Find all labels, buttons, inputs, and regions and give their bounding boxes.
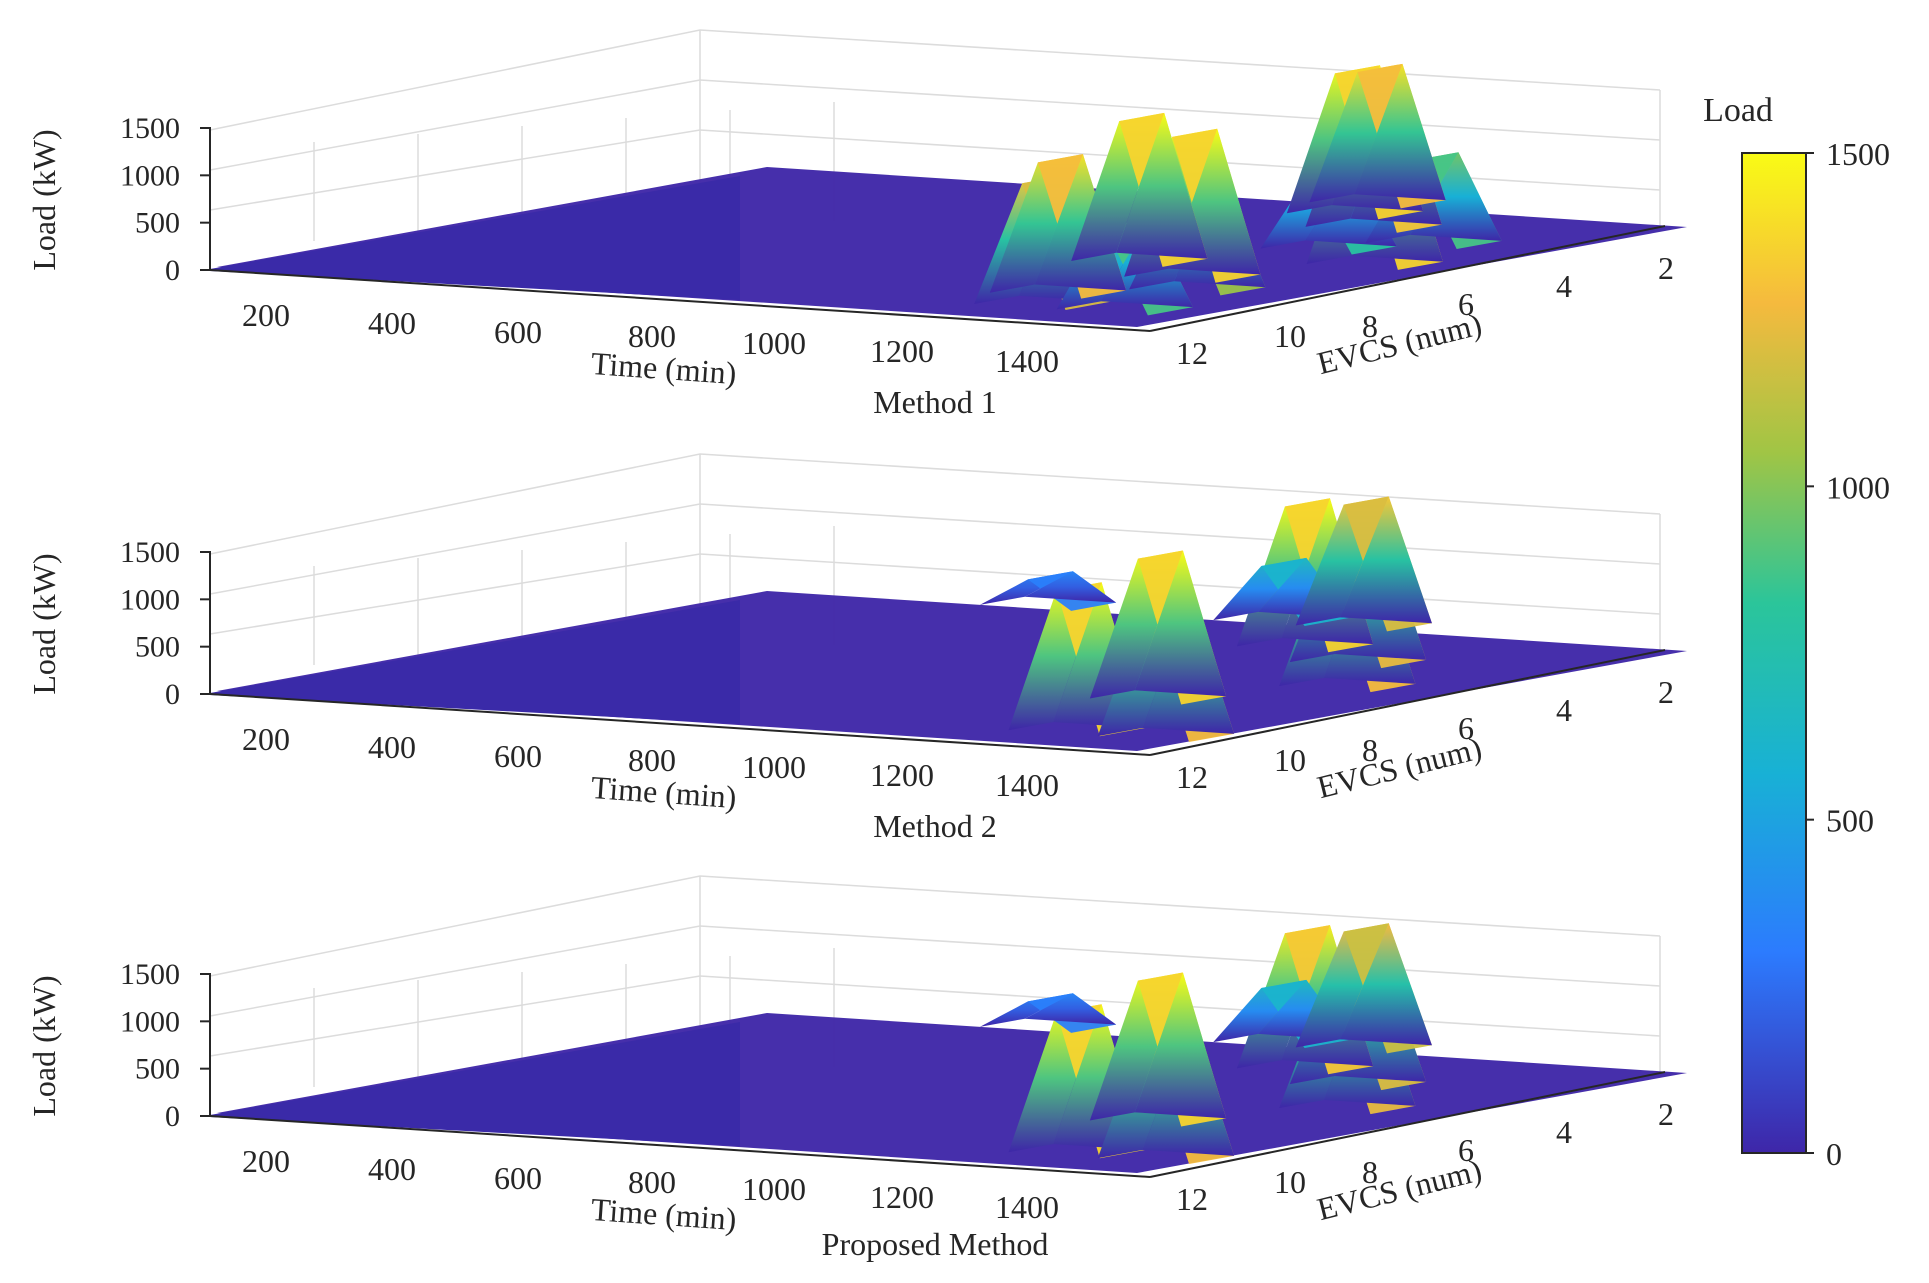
x-tick-label: 1000 — [742, 325, 806, 361]
z-tick-label: 1500 — [120, 958, 180, 991]
x-tick-label: 1200 — [870, 757, 934, 793]
x-tick-label: 1000 — [742, 749, 806, 785]
surface-base — [210, 1022, 740, 1146]
y-tick-label: 4 — [1556, 692, 1572, 728]
x-tick-label: 800 — [628, 318, 676, 354]
surface-base — [210, 176, 740, 300]
x-tick-label: 600 — [494, 738, 542, 774]
y-tick-label: 10 — [1274, 1164, 1306, 1200]
z-tick-label: 1000 — [120, 1005, 180, 1038]
x-tick-label: 200 — [242, 297, 290, 333]
z-axis-label: Load (kW) — [26, 553, 62, 694]
y-tick-label: 8 — [1362, 1154, 1378, 1190]
x-axis: 200 400 600 800 1000 1200 1400 Time (min) — [209, 693, 1151, 815]
colorbar-scale — [1741, 152, 1807, 1154]
x-axis-label: Time (min) — [590, 1191, 738, 1237]
x-axis-label: Time (min) — [590, 345, 738, 391]
z-tick-label: 0 — [165, 678, 180, 711]
peak-evcs-12-3 — [1295, 923, 1432, 1054]
panel-title: Proposed Method — [822, 1226, 1049, 1262]
peak-evcs-12-3 — [1295, 496, 1432, 632]
x-tick-label: 1200 — [870, 333, 934, 369]
x-tick-label: 600 — [494, 314, 542, 350]
x-tick-label: 400 — [368, 1151, 416, 1187]
x-axis: 200 400 600 800 1000 1200 1400 Time (min) — [209, 269, 1151, 391]
x-tick-label: 800 — [628, 742, 676, 778]
z-tick-label: 1500 — [120, 536, 180, 569]
peak-evcs-12-1 — [1309, 63, 1446, 209]
panel-title: Method 2 — [873, 808, 997, 844]
colorbar-label: Load — [1703, 92, 1773, 129]
peak-evcs-3-1 — [989, 154, 1127, 299]
colorbar-tick-label: 0 — [1826, 1136, 1842, 1172]
z-axis-label: Load (kW) — [26, 975, 62, 1116]
z-tick-label: 1500 — [120, 112, 180, 145]
x-tick-label: 600 — [494, 1160, 542, 1196]
y-axis-label: EVCS (num) — [1313, 730, 1485, 806]
surface-base — [210, 600, 740, 724]
z-tick-label: 500 — [135, 631, 180, 664]
z-axis: 0 500 1000 1500 Load (kW) — [26, 536, 211, 711]
x-tick-label: 400 — [368, 305, 416, 341]
colorbar-tick-label: 1500 — [1826, 136, 1890, 172]
y-axis-label: EVCS (num) — [1313, 1152, 1485, 1228]
peak-evcs-6-1 — [1071, 112, 1208, 267]
x-tick-label: 1000 — [742, 1171, 806, 1207]
y-tick-label: 12 — [1176, 335, 1208, 371]
y-tick-label: 10 — [1274, 742, 1306, 778]
y-tick-label: 12 — [1176, 1181, 1208, 1217]
y-tick-label: 8 — [1362, 308, 1378, 344]
y-tick-label: 10 — [1274, 318, 1306, 354]
y-tick-label: 4 — [1556, 1114, 1572, 1150]
z-tick-label: 0 — [165, 254, 180, 287]
y-tick-label: 2 — [1658, 1096, 1674, 1132]
y-tick-label: 12 — [1176, 759, 1208, 795]
y-tick-label: 2 — [1658, 250, 1674, 286]
x-tick-label: 1200 — [870, 1179, 934, 1215]
y-tick-label: 2 — [1658, 674, 1674, 710]
z-tick-label: 0 — [165, 1100, 180, 1133]
y-axis-label: EVCS (num) — [1313, 306, 1485, 382]
z-axis: 0 500 1000 1500 Load (kW) — [26, 112, 211, 287]
x-tick-label: 800 — [628, 1164, 676, 1200]
peak-evcs-5-1 — [1089, 550, 1227, 705]
y-tick-label: 6 — [1458, 286, 1474, 322]
peak-evcs-12-1 — [979, 571, 1117, 611]
z-tick-label: 500 — [135, 1053, 180, 1086]
y-tick-label: 6 — [1458, 710, 1474, 746]
peak-evcs-12-1 — [979, 993, 1117, 1033]
z-axis-label: Load (kW) — [26, 129, 62, 270]
x-tick-label: 200 — [242, 1143, 290, 1179]
panel-title: Method 1 — [873, 384, 997, 420]
z-tick-label: 500 — [135, 207, 180, 240]
peak-evcs-5-1 — [1089, 972, 1227, 1127]
colorbar: Load 0 500 1000 1500 — [1703, 92, 1890, 1172]
y-tick-label: 8 — [1362, 732, 1378, 768]
x-tick-label: 1400 — [995, 1189, 1059, 1225]
y-tick-label: 4 — [1556, 268, 1572, 304]
y-tick-label: 6 — [1458, 1132, 1474, 1168]
colorbar-tick-label: 1000 — [1826, 469, 1890, 505]
x-tick-label: 400 — [368, 729, 416, 765]
z-tick-label: 1000 — [120, 583, 180, 616]
z-tick-label: 1000 — [120, 159, 180, 192]
x-tick-label: 200 — [242, 721, 290, 757]
colorbar-tick-label: 500 — [1826, 803, 1874, 839]
x-tick-label: 1400 — [995, 767, 1059, 803]
x-tick-label: 1400 — [995, 343, 1059, 379]
x-axis-label: Time (min) — [590, 769, 738, 815]
z-axis: 0 500 1000 1500 Load (kW) — [26, 958, 211, 1133]
